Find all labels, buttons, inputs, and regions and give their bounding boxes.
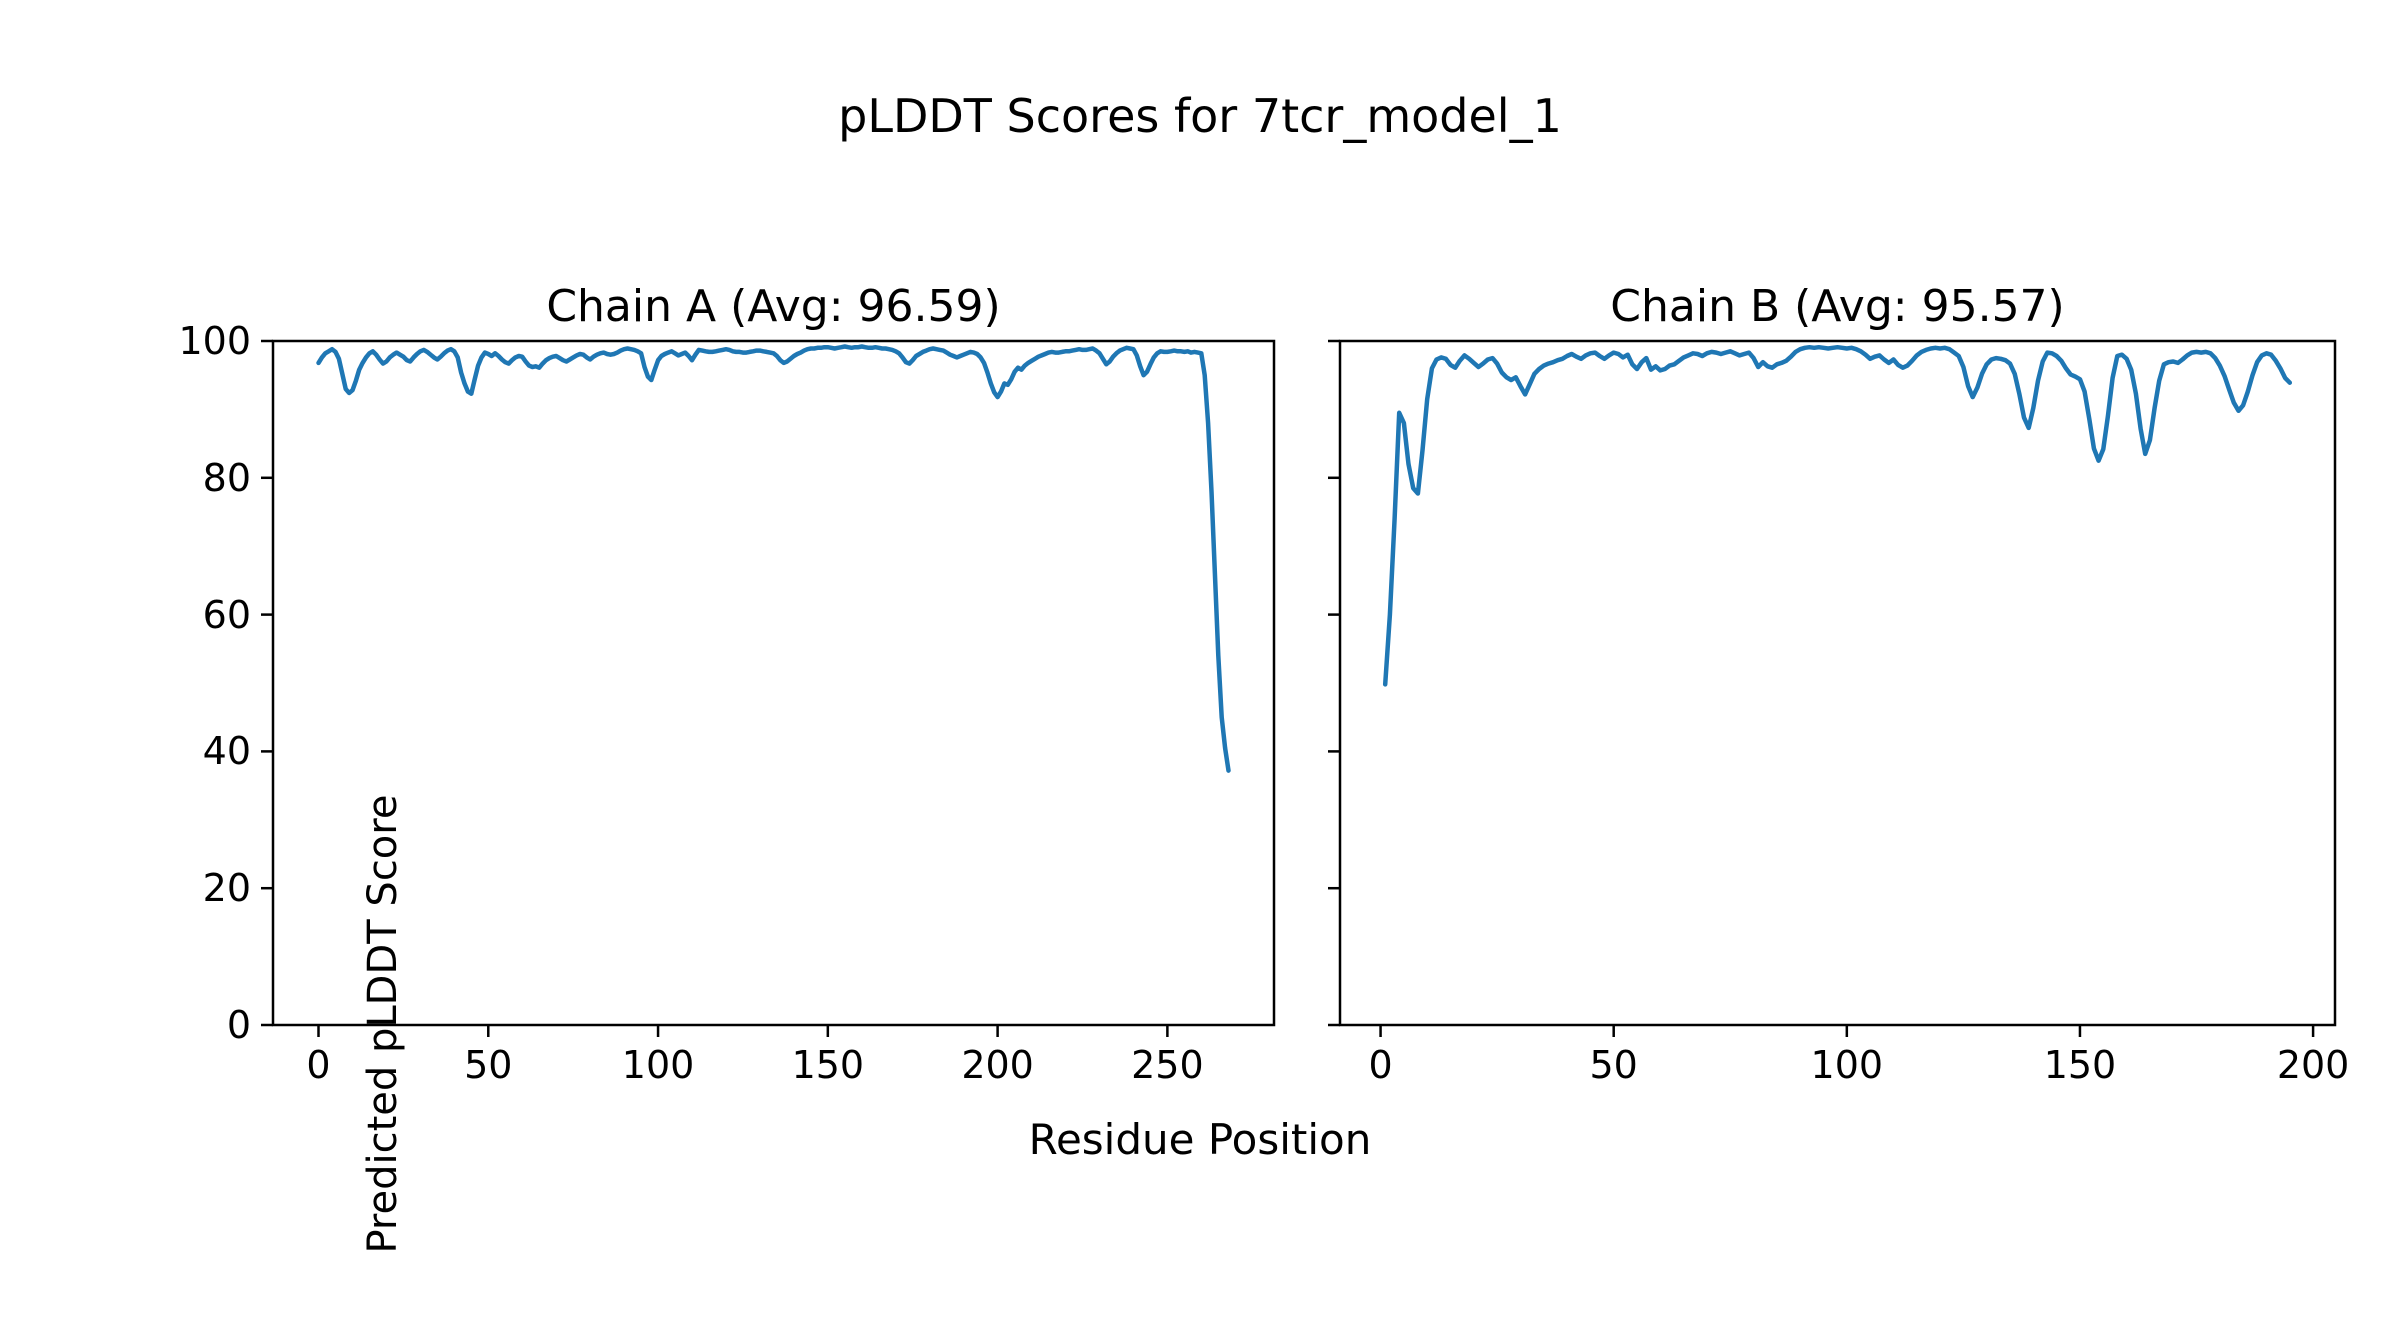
y-axis-label: Predicted pLDDT Score [360,794,406,1254]
x-tick-label: 0 [1368,1043,1393,1087]
chain-b-plot-area [1328,339,2337,1037]
y-tick-label: 40 [202,729,251,774]
chain-a-plot-area [261,339,1276,1037]
y-tick-label: 60 [202,592,251,637]
x-tick-label: 200 [961,1043,1034,1087]
x-tick-label: 100 [1810,1043,1884,1087]
x-tick-label: 100 [621,1043,695,1087]
chain-b-plot-panel: 0 50 100 150 200 [1328,339,2349,1087]
figure-title: pLDDT Scores for 7tcr_model_1 [838,89,1562,143]
chain-a-plot-panel: Predicted pLDDT Score 0 50 100 150 200 250 0 20… [178,319,1276,1253]
x-tick-label: 250 [1131,1043,1204,1087]
x-tick-label: 50 [464,1043,513,1087]
y-tick-label: 0 [226,1003,251,1047]
y-tick-label: 80 [202,455,251,500]
x-tick-label: 50 [1589,1043,1638,1087]
x-tick-label: 0 [306,1043,331,1087]
chain-b-subplot-title: Chain B (Avg: 95.57) [1610,281,2065,332]
y-tick-label: 100 [178,319,251,363]
chain-a-subplot-title: Chain A (Avg: 96.59) [546,281,1001,332]
x-tick-label: 200 [2276,1043,2350,1087]
y-tick-label: 20 [202,866,251,911]
x-tick-label: 150 [2043,1043,2117,1087]
x-axis-label: Residue Position [1028,1115,1372,1164]
x-tick-label: 150 [791,1043,865,1087]
